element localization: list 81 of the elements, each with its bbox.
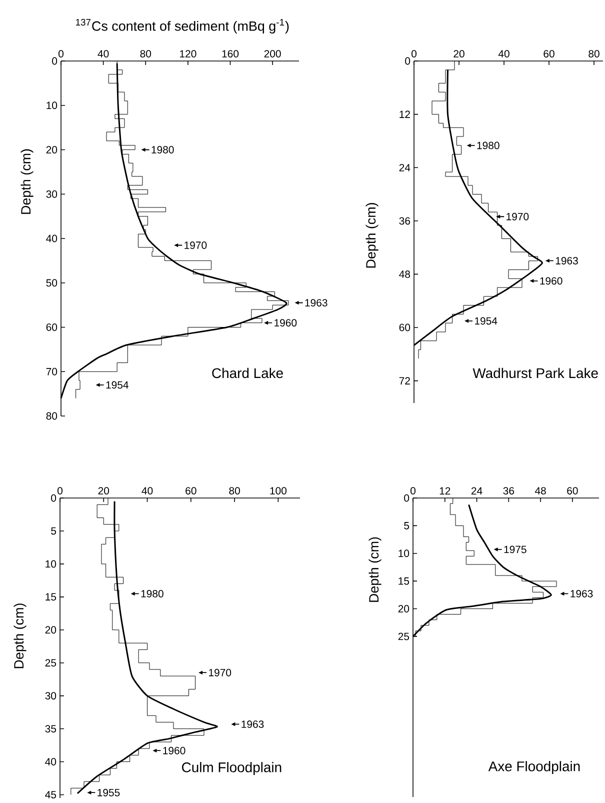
annotation: 1980 xyxy=(152,146,174,154)
y-axis-title: Depth (cm) xyxy=(368,537,382,602)
annotation: 1960 xyxy=(163,746,186,754)
annotation: 1980 xyxy=(141,590,164,598)
y-tick-label: 15 xyxy=(398,577,410,585)
annotation: 1970 xyxy=(209,668,232,676)
y-tick-label: 0 xyxy=(52,57,58,65)
y-tick-label: 24 xyxy=(399,164,410,172)
y-tick-label: 80 xyxy=(46,412,58,420)
y-tick-label: 45 xyxy=(45,791,56,798)
y-axis-title: Depth (cm) xyxy=(14,604,26,668)
y-tick-label: 40 xyxy=(46,234,58,242)
text: Wadhurst Park Lake xyxy=(472,368,598,378)
y-tick-label: 0 xyxy=(404,494,410,502)
x-tick-label: 12 xyxy=(440,487,450,494)
x-tick-label: 80 xyxy=(588,50,600,58)
y-tick-label: 25 xyxy=(45,659,56,667)
x-tick-label: 0 xyxy=(412,50,416,58)
y-tick-label: 30 xyxy=(45,692,56,700)
text: Axe Floodplain xyxy=(488,761,580,774)
y-tick-label: 36 xyxy=(399,217,410,225)
x-tick-label: 36 xyxy=(503,487,514,494)
y-tick-label: 5 xyxy=(51,527,56,535)
x-tick-label: 48 xyxy=(534,487,546,494)
annotation: 1963 xyxy=(556,257,578,264)
x-tick-label: 60 xyxy=(567,487,578,494)
x-tick-label: 160 xyxy=(222,50,239,58)
x-tick-label: 80 xyxy=(229,487,240,494)
y-tick-label: 30 xyxy=(46,190,58,198)
x-tick-label: 24 xyxy=(471,487,482,494)
text: 1963 xyxy=(305,299,328,306)
annotation: 1963 xyxy=(242,720,264,728)
x-tick-label: 40 xyxy=(142,487,153,494)
text: Culm Floodplain xyxy=(182,762,282,776)
y-tick-label: 60 xyxy=(46,324,58,331)
x-tick-label: 40 xyxy=(498,50,510,58)
x-tick-label: 20 xyxy=(454,50,464,58)
y-tick-label: 20 xyxy=(398,605,410,612)
y-tick-label: 20 xyxy=(46,146,58,154)
x-tick-label: 80 xyxy=(140,50,152,58)
x-tick-label: 60 xyxy=(186,487,196,494)
annotation: 1975 xyxy=(504,546,526,554)
y-tick-label: 40 xyxy=(45,758,56,766)
text: Chard Lake xyxy=(212,368,283,378)
annotation: 1960 xyxy=(274,319,297,327)
y-tick-label: 10 xyxy=(398,550,410,558)
annotation: 1960 xyxy=(540,277,562,285)
y-tick-label: 25 xyxy=(398,632,410,640)
y-tick-label: 15 xyxy=(46,593,56,601)
y-tick-label: 0 xyxy=(51,494,56,502)
annotation: 1955 xyxy=(98,788,120,796)
x-tick-label: 0 xyxy=(58,50,64,58)
x-tick-label: 100 xyxy=(270,487,286,494)
y-tick-label: 12 xyxy=(400,110,410,118)
x-tick-label: 200 xyxy=(264,50,281,58)
y-tick-label: 72 xyxy=(399,377,410,384)
y-tick-label: 70 xyxy=(46,368,58,376)
y-axis-title: Depth (cm) xyxy=(366,203,378,268)
x-axis-title: $^{137}$Cs content of sediment (mBq g$^{-1}$) xyxy=(76,18,289,34)
y-tick-label: 35 xyxy=(45,725,56,732)
annotation: 1954 xyxy=(106,381,128,389)
x-tick-label: 0 xyxy=(57,487,62,494)
y-tick-label: 5 xyxy=(404,522,410,530)
x-tick-label: 60 xyxy=(544,50,554,58)
x-tick-label: 40 xyxy=(98,50,109,58)
y-axis-title: Depth (cm) xyxy=(20,149,34,214)
y-tick-label: 48 xyxy=(399,270,410,278)
y-tick-label: 0 xyxy=(405,57,410,65)
y-tick-label: 20 xyxy=(45,626,56,634)
annotation: 1970 xyxy=(506,212,529,220)
annotation: 1980 xyxy=(477,142,500,150)
x-tick-label: 120 xyxy=(180,50,196,58)
annotation: 1970 xyxy=(184,242,207,249)
y-tick-label: 10 xyxy=(46,102,58,110)
y-tick-label: 10 xyxy=(46,560,56,568)
y-tick-label: 50 xyxy=(46,279,58,287)
x-tick-label: 20 xyxy=(98,487,110,494)
annotation: 1954 xyxy=(475,317,498,325)
y-tick-label: 60 xyxy=(399,324,410,332)
annotation: 1963 xyxy=(570,590,593,598)
x-tick-label: 0 xyxy=(410,487,416,494)
